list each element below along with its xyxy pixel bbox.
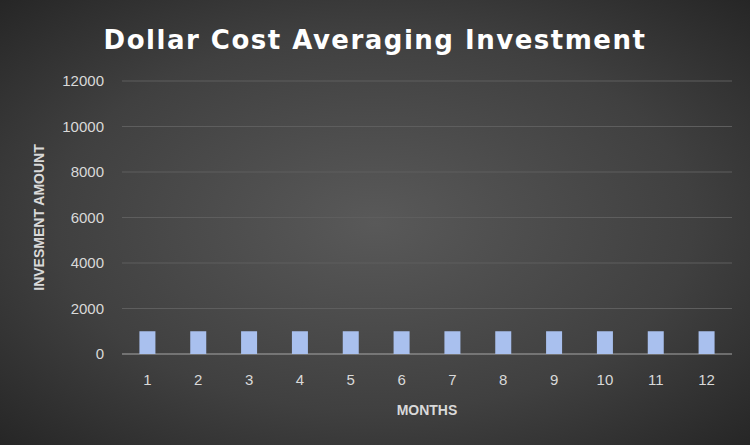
bar [139,331,155,354]
bar [495,331,511,354]
grid-line [122,81,732,82]
x-tick-label: 8 [499,371,507,388]
y-tick-label: 0 [96,345,104,362]
bar [648,331,664,354]
bar [241,331,257,354]
x-tick-label: 1 [143,371,151,388]
x-tick-label: 6 [397,371,405,388]
x-tick-label: 5 [347,371,355,388]
x-tick-label: 2 [194,371,202,388]
y-tick-label: 8000 [71,163,104,180]
x-tick-label: 3 [245,371,253,388]
y-tick-label: 4000 [71,254,104,271]
x-tick-label: 9 [550,371,558,388]
y-tick-label: 10000 [62,118,104,135]
y-tick-label: 12000 [62,72,104,89]
grid-line [122,126,732,127]
bar [292,331,308,354]
bar [394,331,410,354]
y-tick-label: 2000 [71,300,104,317]
bar [597,331,613,354]
bar [343,331,359,354]
x-tick-label: 4 [296,371,304,388]
grid-line [122,217,732,218]
bar [699,331,715,354]
grid-line [122,308,732,309]
y-tick-label: 6000 [71,209,104,226]
x-tick-label: 11 [648,371,664,388]
chart: Dollar Cost Averaging Investment 0 2000 400… [0,0,750,445]
x-tick-label: 10 [597,371,614,388]
bar [190,331,206,354]
bars [139,331,714,354]
grid-line [122,172,732,173]
x-tick-label: 12 [698,371,715,388]
bar [444,331,460,354]
x-axis-title: MONTHS [397,402,458,418]
title: Dollar Cost Averaging Investment [104,25,647,55]
y-axis-title: INVESMENT AMOUNT [31,144,47,291]
grid-line [122,263,732,264]
grid-line [122,354,732,355]
x-tick-label: 7 [448,371,456,388]
bar [546,331,562,354]
